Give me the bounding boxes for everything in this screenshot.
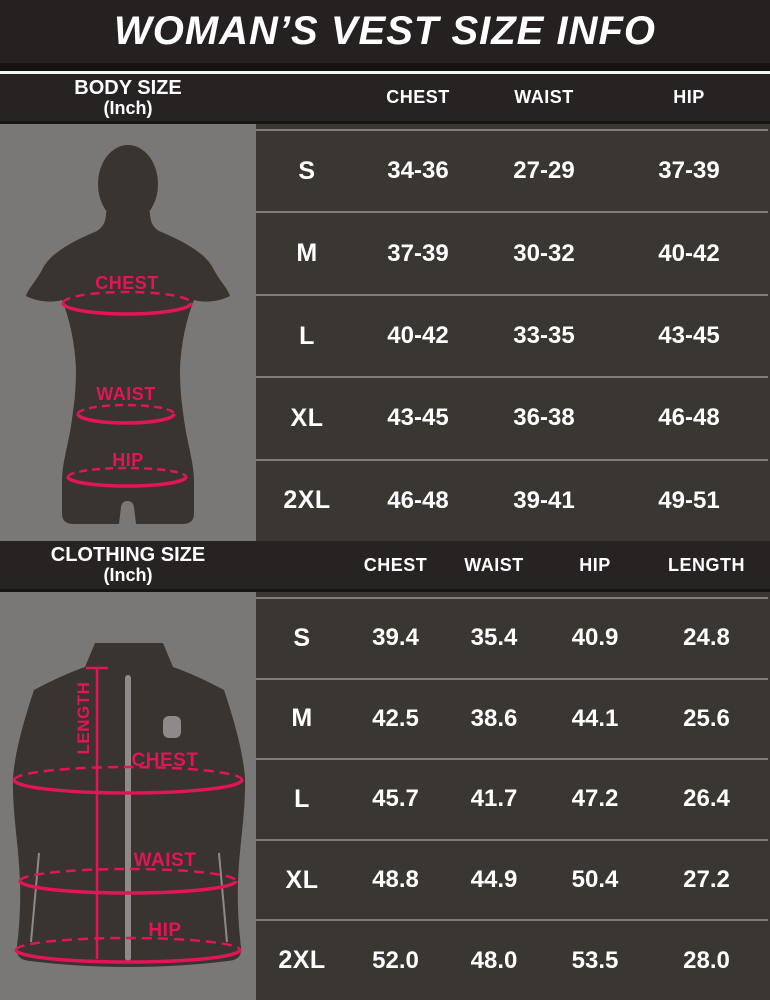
chest-cell: 48.8 [372,866,419,894]
body-size-header: BODY SIZE (Inch) CHEST WAIST HIP [0,74,770,124]
column-header-waist: WAIST [514,87,574,107]
clothing-size-label: CLOTHING SIZE [50,544,206,567]
vest-waist-label: WAIST [134,850,197,871]
chest-cell: 45.7 [372,785,419,813]
waist-cell: 30-32 [513,239,575,267]
waist-cell: 36-38 [513,404,575,432]
body-size-label: BODY SIZE [74,76,182,99]
table-row: L 40-42 33-35 43-45 [256,293,768,376]
size-cell: L [294,784,310,813]
column-header-chest: CHEST [386,87,450,107]
size-cell: XL [285,865,319,894]
clothing-size-unit: (Inch) [103,565,153,586]
waist-cell: 44.9 [470,866,518,894]
size-cell: 2XL [278,946,326,975]
body-table-column-headers: CHEST WAIST HIP [256,74,768,121]
chest-cell: 40-42 [387,322,449,350]
size-cell: L [299,321,315,350]
hip-cell: 47.2 [571,785,619,813]
waist-cell: 48.0 [470,946,518,974]
waist-cell: 41.7 [470,785,518,813]
vest-figure: LENGTH CHEST WAIST HIP [12,643,246,967]
chest-cell: 34-36 [387,157,449,185]
waist-cell: 33-35 [513,322,575,350]
table-row: 2XL 52.0 48.0 53.5 28.0 [256,919,768,1000]
chest-cell: 46-48 [387,486,449,514]
body-chest-label: CHEST [95,273,159,293]
table-row: S 39.4 35.4 40.9 24.8 [256,597,768,678]
size-cell: S [298,156,316,185]
hip-cell: 40.9 [571,624,619,652]
table-row: 2XL 46-48 39-41 49-51 [256,458,768,541]
hip-cell: 44.1 [571,704,619,732]
body-size-table: S 34-36 27-29 37-39 M 37-39 30-32 40-42 … [256,124,768,541]
length-cell: 27.2 [683,866,730,894]
waist-cell: 39-41 [513,486,575,514]
body-hip-label: HIP [112,450,144,470]
table-row: M 42.5 38.6 44.1 25.6 [256,677,768,759]
page-title: WOMAN’S VEST SIZE INFO [113,9,657,53]
title-shadow-divider [0,63,770,71]
waist-cell: 35.4 [470,624,518,652]
size-cell: 2XL [283,486,331,515]
chest-cell: 37-39 [387,239,449,267]
size-cell: S [293,623,311,652]
length-cell: 24.8 [683,624,730,652]
column-header-hip: HIP [673,87,705,107]
table-row: XL 48.8 44.9 50.4 27.2 [256,838,768,920]
clothing-size-header: CLOTHING SIZE (Inch) CHEST WAIST HIP LEN… [0,541,770,592]
title-bar: WOMAN’S VEST SIZE INFO [0,0,770,63]
vest-length-label: LENGTH [74,682,93,755]
hip-cell: 37-39 [658,157,720,185]
white-divider [0,71,770,74]
vest-chest-label: CHEST [132,750,199,771]
size-cell: XL [290,403,324,432]
body-figure-panel: CHEST WAIST HIP [0,124,256,541]
hip-cell: 43-45 [658,322,720,350]
clothing-size-table: S 39.4 35.4 40.9 24.8 M 42.5 38.6 44.1 2… [256,592,768,1000]
table-row: M 37-39 30-32 40-42 [256,211,768,293]
body-size-content: CHEST WAIST HIP S 34-36 27-29 37-39 [0,124,770,541]
size-cell: M [296,239,318,268]
table-row: XL 43-45 36-38 46-48 [256,376,768,458]
hip-cell: 53.5 [571,946,619,974]
table-row: L 45.7 41.7 47.2 26.4 [256,758,768,839]
body-size-unit: (Inch) [103,97,153,118]
size-cell: M [291,704,313,733]
clothing-size-section-label: CLOTHING SIZE (Inch) [0,541,256,589]
body-waist-label: WAIST [96,384,156,404]
column-header-length: LENGTH [668,554,745,575]
chest-cell: 43-45 [387,404,449,432]
hip-cell: 49-51 [658,486,720,514]
vest-hip-label: HIP [148,920,181,941]
body-silhouette-figure: CHEST WAIST HIP [26,145,230,524]
chest-cell: 39.4 [372,624,419,652]
clothing-size-content: LENGTH CHEST WAIST HIP S 39.4 35.4 [0,592,770,1000]
length-cell: 25.6 [683,704,730,732]
body-size-section-label: BODY SIZE (Inch) [0,74,256,121]
length-cell: 28.0 [683,946,730,974]
waist-cell: 38.6 [470,704,518,732]
table-row: S 34-36 27-29 37-39 [256,129,768,211]
hip-cell: 50.4 [571,866,619,894]
waist-cell: 27-29 [513,157,575,185]
vest-figure-panel: LENGTH CHEST WAIST HIP [0,592,256,1000]
column-header-hip: HIP [579,554,611,575]
column-header-chest: CHEST [363,554,428,575]
chest-cell: 52.0 [372,946,419,974]
column-header-waist: WAIST [464,554,524,575]
hip-cell: 40-42 [658,239,720,267]
clothing-table-column-headers: CHEST WAIST HIP LENGTH [256,541,768,589]
chest-cell: 42.5 [372,704,419,732]
length-cell: 26.4 [683,785,730,813]
hip-cell: 46-48 [658,404,720,432]
